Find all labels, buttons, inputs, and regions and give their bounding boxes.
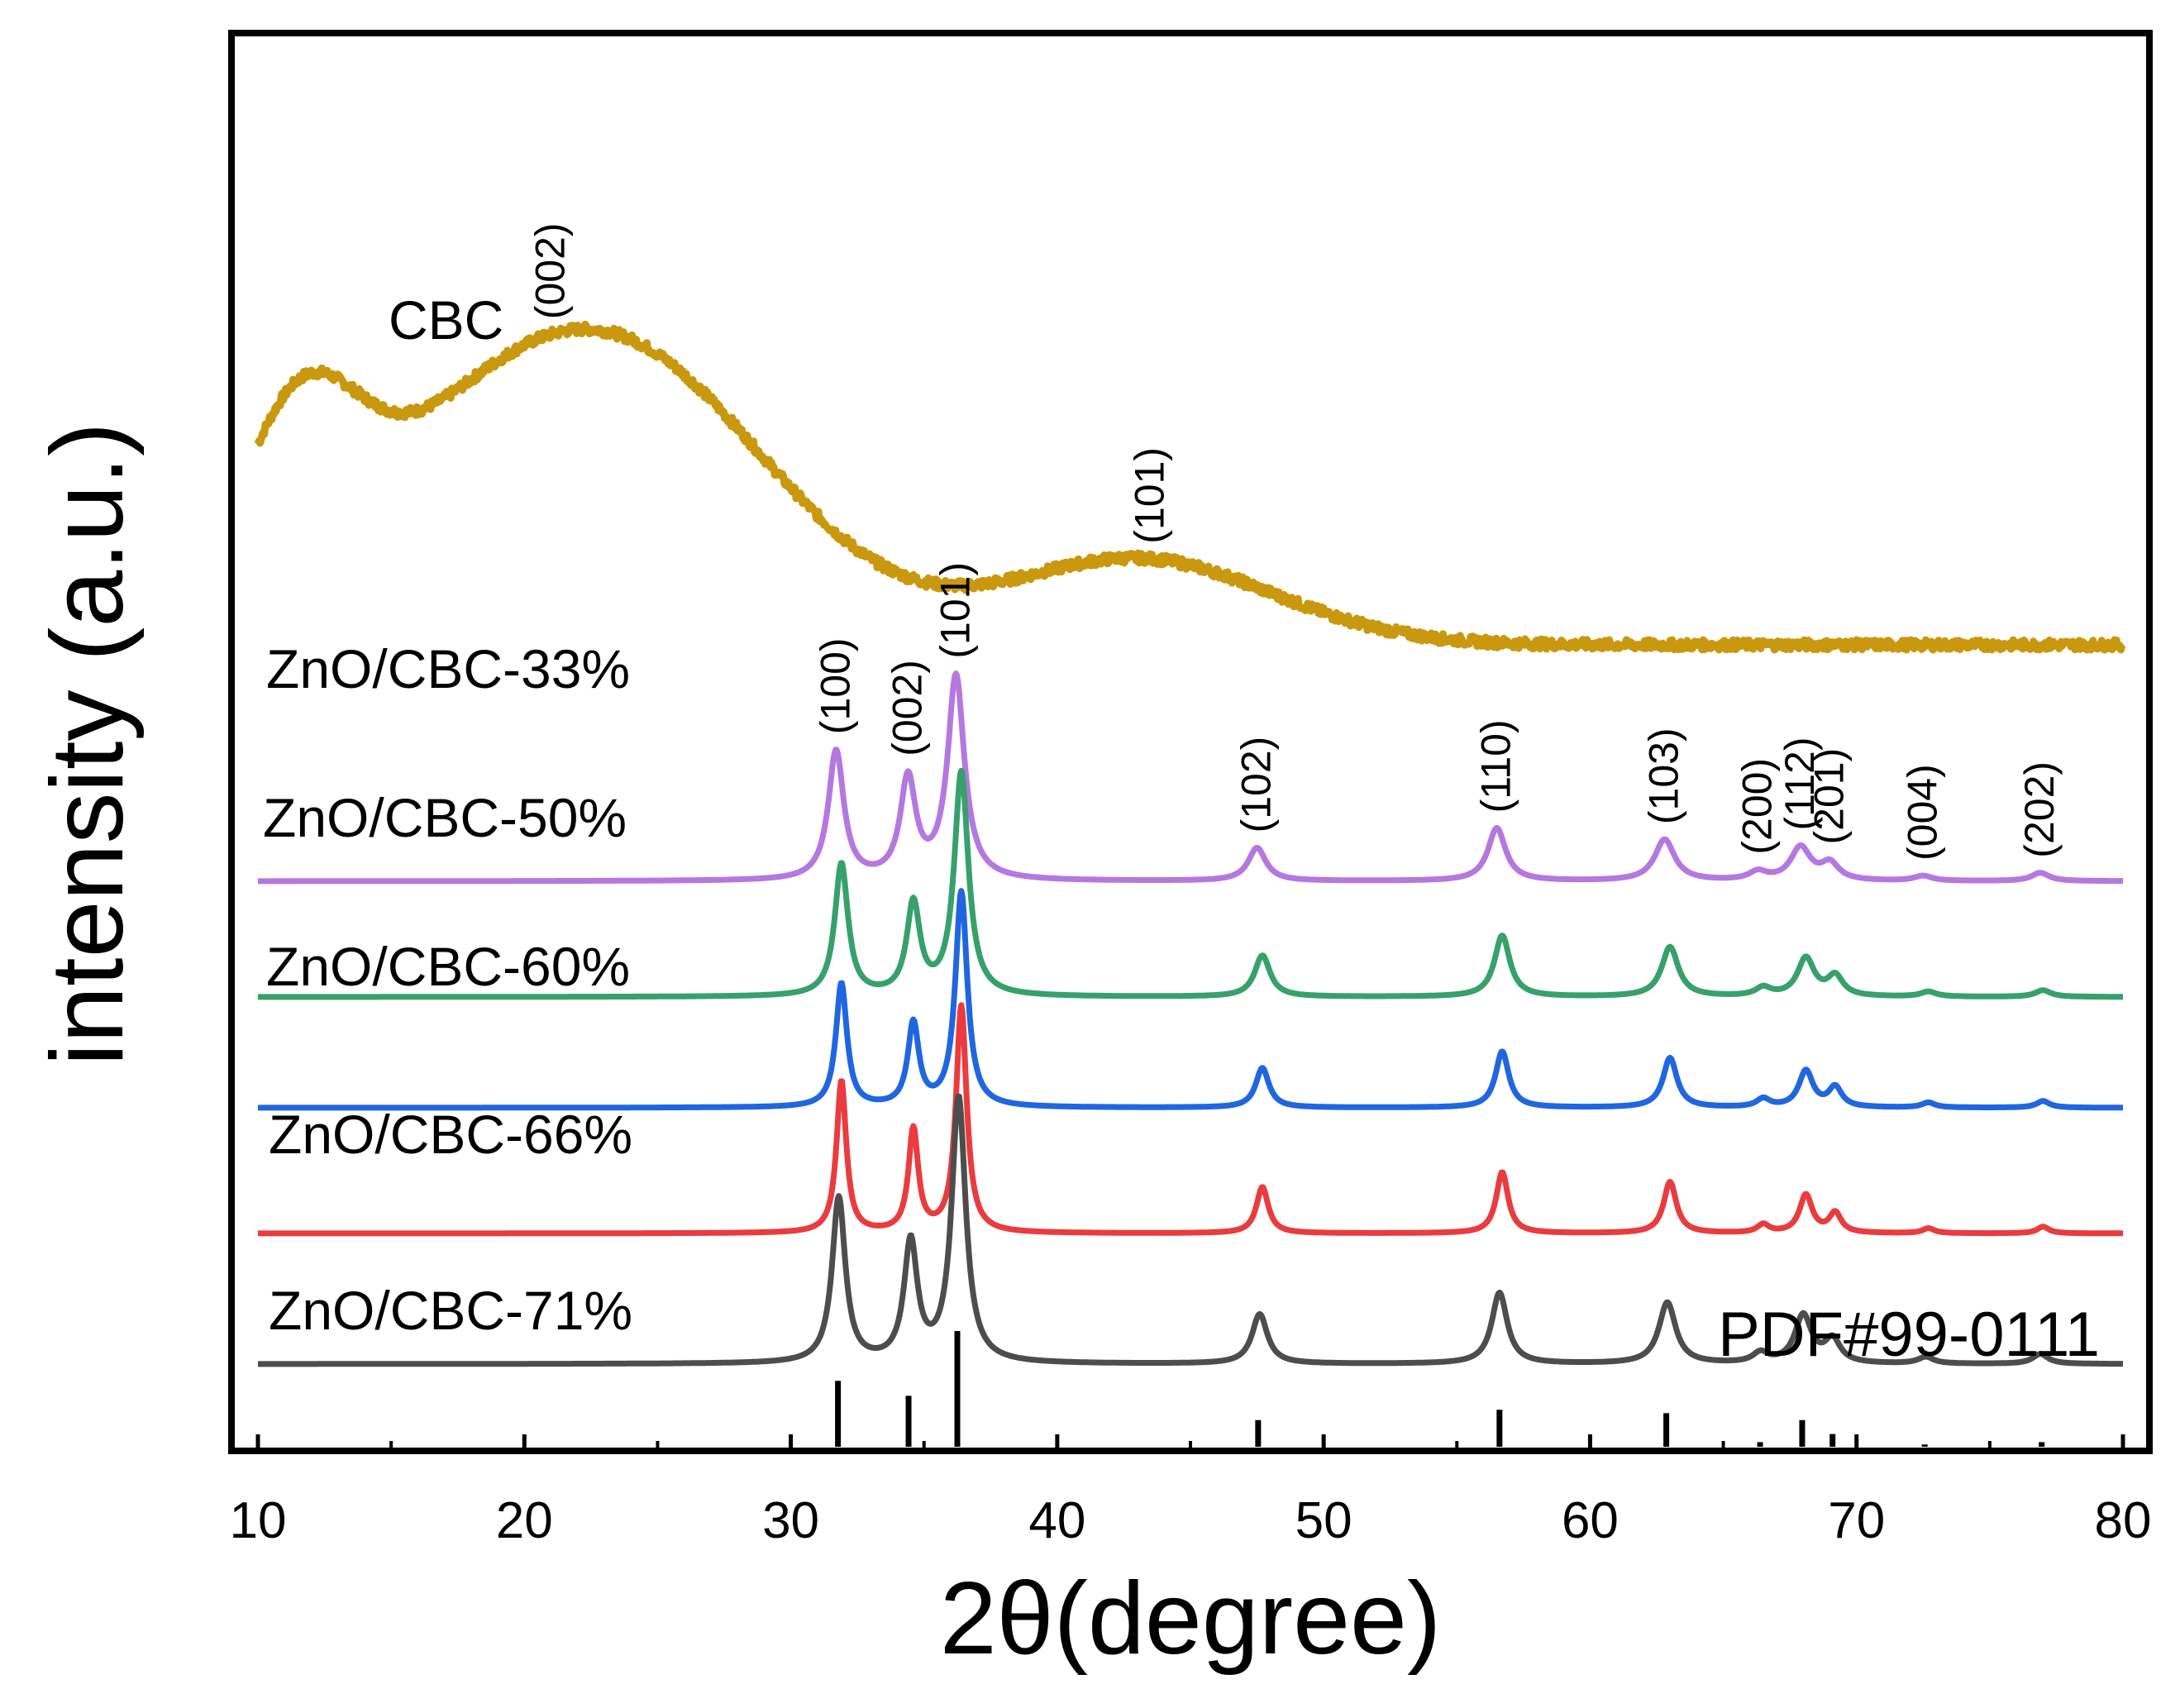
x-tick-label: 40	[1028, 1492, 1085, 1549]
series-line	[255, 888, 2125, 1111]
hkl-label: (002)	[884, 660, 930, 756]
series-line	[255, 1093, 2125, 1367]
hkl-label: (100)	[812, 637, 858, 734]
x-axis-ticks: 10 20 30 40 50 60 70 80	[230, 1434, 2152, 1549]
labels-layer: CBC(002)(101)ZnO/CBC-33% (100) (002)(101)(…	[263, 222, 2100, 1370]
series-label: ZnO/CBC-71%	[269, 1280, 632, 1341]
x-tick-label: 50	[1295, 1492, 1352, 1549]
series-line	[255, 767, 2125, 1000]
hkl-label: (103)	[1641, 728, 1687, 824]
reference-sticks	[835, 1331, 2045, 1447]
hkl-label: (101)	[1127, 447, 1173, 544]
hkl-label: (201)	[1806, 748, 1853, 845]
series-label: ZnO/CBC-33%	[266, 638, 630, 699]
plot-frame	[228, 30, 2153, 1454]
series-line	[254, 320, 2126, 654]
hkl-label: (112)	[1777, 737, 1823, 830]
x-tick-label: 30	[762, 1492, 819, 1549]
hkl-label: (102)	[1233, 737, 1280, 833]
series-line	[255, 670, 2125, 885]
x-tick-label: 10	[230, 1492, 287, 1549]
hkl-label: (002)	[527, 222, 574, 319]
x-axis-title: 2θ(degree)	[940, 1562, 1442, 1676]
x-tick-label: 70	[1828, 1492, 1885, 1549]
series-label: ZnO/CBC-66%	[269, 1104, 632, 1165]
reference-label: PDF#99-0111	[1718, 1300, 2100, 1370]
x-tick-label: 80	[2095, 1492, 2152, 1549]
hkl-label: (110)	[1473, 719, 1519, 813]
series-label: ZnO/CBC-60%	[266, 936, 630, 997]
hkl-label: (101)	[932, 562, 978, 659]
series-label: ZnO/CBC-50%	[263, 787, 627, 848]
series-line	[255, 1002, 2125, 1237]
hkl-label: (004)	[1899, 764, 1945, 861]
hkl-label: (202)	[2016, 761, 2063, 858]
y-axis-title: intensity (a.u.)	[31, 422, 145, 1066]
series-layer	[254, 320, 2126, 1367]
series-label: CBC	[389, 289, 503, 351]
x-tick-label: 60	[1562, 1492, 1619, 1549]
hkl-label: (200)	[1734, 758, 1781, 855]
x-tick-label: 20	[496, 1492, 553, 1549]
